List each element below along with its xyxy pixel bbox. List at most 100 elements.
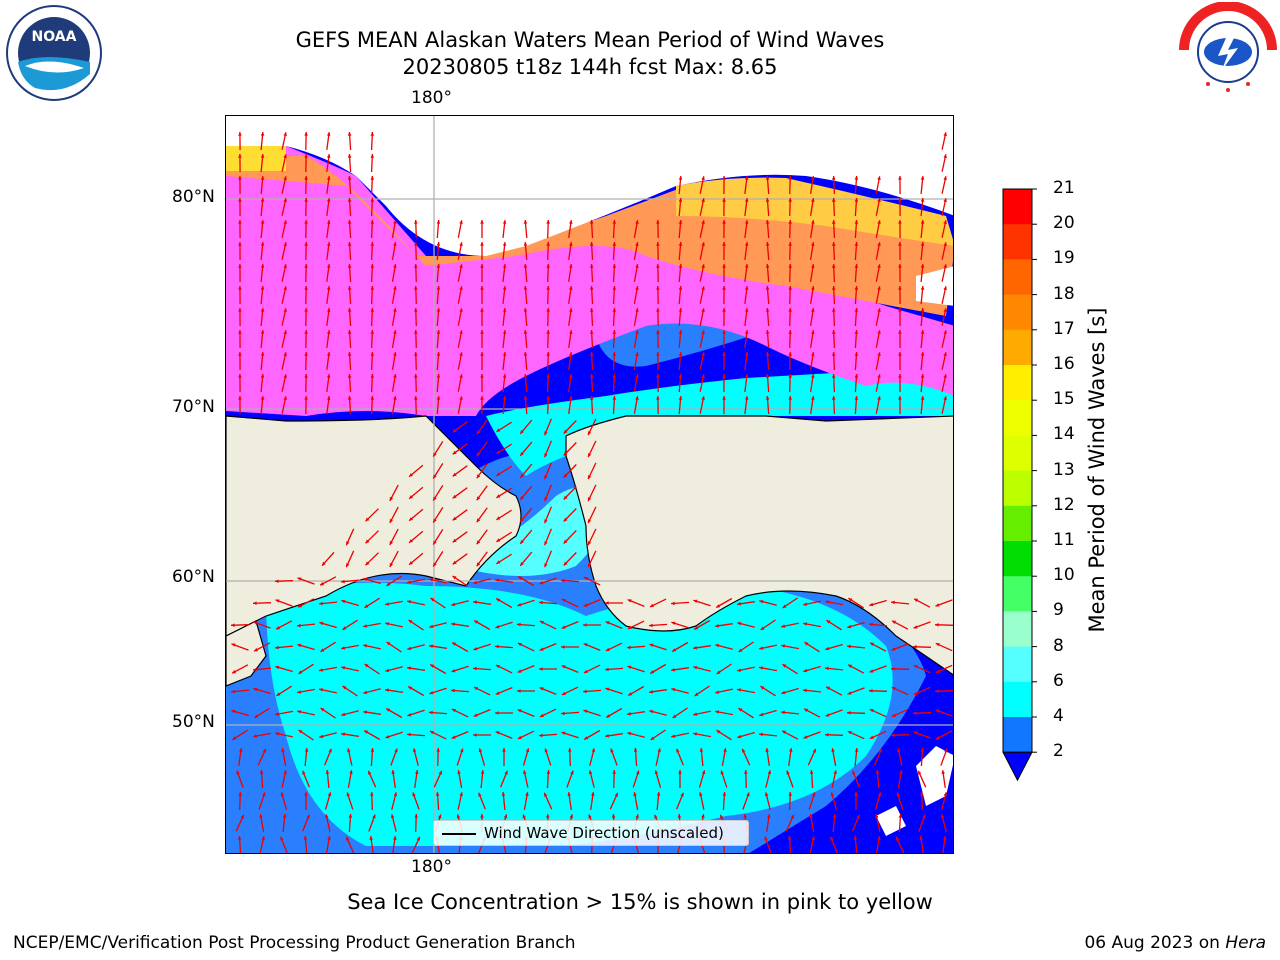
sea-ice-note: Sea Ice Concentration > 15% is shown in … — [347, 890, 933, 914]
direction-arrow-head — [853, 836, 858, 840]
direction-arrow-head — [523, 330, 528, 334]
direction-arrow-head — [671, 621, 676, 625]
direction-arrow-head — [635, 352, 639, 356]
direction-arrow-head — [920, 264, 925, 268]
direction-arrow-head — [920, 330, 925, 334]
direction-arrow-head — [612, 286, 617, 290]
direction-arrow-head — [569, 352, 573, 356]
direction-arrow-head — [812, 748, 816, 753]
direction-arrow-head — [786, 770, 790, 775]
direction-arrow-head — [899, 770, 903, 774]
direction-arrow-head — [407, 600, 412, 604]
direction-arrow-head — [480, 308, 484, 312]
direction-arrow-head — [606, 714, 611, 718]
direction-arrow-head — [347, 286, 352, 290]
direction-arrow-head — [369, 836, 373, 840]
lat-label-80: 80°N — [172, 187, 215, 207]
colorbar-segment — [1003, 224, 1032, 260]
direction-arrow-head — [414, 330, 418, 334]
direction-arrow-head — [678, 264, 683, 268]
direction-arrow-head — [561, 599, 566, 603]
direction-arrow-head — [765, 308, 770, 312]
direction-arrow-head — [370, 286, 375, 290]
direction-arrow-head — [496, 428, 501, 432]
direction-arrow-head — [480, 352, 484, 356]
direction-arrow-head — [283, 176, 287, 181]
direction-arrow-head — [847, 644, 851, 649]
direction-arrow-head — [546, 264, 550, 268]
direction-arrow-head — [678, 242, 683, 246]
direction-arrow-head — [254, 714, 259, 718]
colorbar-segment — [1003, 681, 1032, 718]
direction-arrow-head — [809, 770, 814, 774]
direction-arrow-head — [759, 666, 763, 670]
direction-arrow-head — [654, 770, 659, 775]
direction-arrow-head — [877, 330, 881, 334]
direction-arrow-head — [407, 713, 412, 717]
direction-arrow-head — [320, 581, 325, 586]
direction-arrow-head — [433, 474, 437, 479]
direction-arrow-head — [676, 748, 680, 753]
direction-arrow-head — [304, 220, 308, 224]
direction-arrow-head — [588, 475, 592, 480]
direction-arrow-head — [501, 792, 506, 796]
direction-arrow-head — [452, 472, 457, 477]
direction-arrow-head — [656, 330, 660, 334]
direction-arrow-head — [281, 748, 285, 752]
direction-arrow-head — [502, 352, 507, 356]
direction-arrow-head — [877, 836, 881, 840]
direction-arrow-head — [943, 792, 948, 797]
direction-arrow-head — [328, 748, 332, 753]
direction-arrow-head — [393, 352, 397, 356]
direction-arrow-head — [253, 667, 257, 672]
direction-arrow-head — [393, 396, 397, 400]
direction-arrow-head — [569, 330, 573, 334]
direction-arrow-head — [303, 836, 308, 840]
direction-arrow-head — [627, 599, 632, 603]
direction-arrow-head — [409, 539, 413, 543]
direction-arrow-head — [920, 198, 925, 202]
direction-arrow-head — [605, 647, 610, 651]
direction-arrow-head — [678, 770, 682, 774]
direction-arrow-head — [238, 242, 242, 246]
direction-arrow-head — [347, 396, 352, 400]
direction-arrow-head — [804, 708, 809, 713]
direction-arrow-head — [854, 198, 859, 202]
direction-arrow-head — [854, 220, 859, 224]
colorbar-tick-label: 8 — [1053, 635, 1064, 656]
direction-arrow-head — [409, 517, 413, 521]
direction-arrow-head — [298, 730, 303, 734]
colorbar-segment — [1003, 470, 1032, 507]
direction-arrow-head — [877, 198, 881, 202]
direction-arrow-head — [436, 286, 441, 290]
direction-arrow-head — [407, 646, 412, 651]
direction-arrow-head — [701, 352, 705, 357]
direction-arrow-head — [831, 286, 836, 290]
direction-arrow-head — [347, 308, 352, 312]
direction-arrow-head — [502, 396, 507, 400]
map-legend: Wind Wave Direction (unscaled) — [433, 820, 749, 846]
direction-arrow-head — [283, 154, 287, 159]
direction-arrow-head — [349, 770, 353, 774]
direction-arrow-head — [393, 374, 397, 378]
direction-arrow-head — [759, 599, 764, 604]
direction-arrow-head — [744, 308, 749, 312]
direction-arrow-head — [589, 242, 594, 246]
direction-arrow-head — [583, 623, 587, 627]
direction-arrow-head — [539, 667, 543, 671]
direction-arrow-head — [385, 668, 390, 673]
direction-arrow-head — [569, 242, 573, 246]
direction-arrow-head — [744, 374, 749, 378]
direction-arrow-head — [438, 770, 442, 775]
direction-arrow-head — [699, 792, 703, 797]
colorbar-segment — [1003, 259, 1032, 296]
direction-arrow-head — [495, 625, 500, 629]
direction-arrow-head — [803, 688, 807, 693]
direction-arrow-head — [457, 770, 461, 774]
direction-arrow-head — [539, 581, 544, 585]
direction-arrow-head — [722, 396, 726, 400]
direction-arrow-head — [522, 814, 526, 819]
direction-arrow-head — [539, 713, 544, 717]
direction-arrow-head — [612, 374, 617, 378]
direction-arrow-head — [370, 396, 375, 400]
